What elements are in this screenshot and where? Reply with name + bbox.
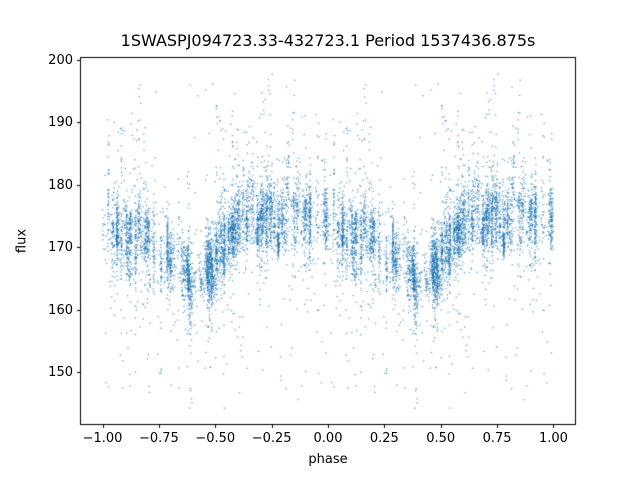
y-tick-label: 160 [48,302,73,318]
x-tick-label: 0.75 [482,431,512,446]
x-tick-label: −1.00 [82,431,123,446]
y-tick-label: 190 [48,115,73,131]
x-tick-label: 0.50 [426,431,456,446]
x-tick-label: 1.00 [538,431,568,446]
x-tick-label: 0.25 [369,431,399,446]
plot-title: 1SWASPJ094723.33-432723.1 Period 1537436… [120,31,536,50]
y-tick-label: 200 [48,53,73,69]
x-tick-label: −0.50 [195,431,236,446]
x-tick-label: −0.75 [138,431,179,446]
x-tick-label: −0.25 [251,431,292,446]
y-tick-label: 170 [48,240,73,256]
y-tick-label: 150 [48,364,73,380]
y-tick-label: 180 [48,177,73,193]
x-axis-label: phase [308,452,348,467]
x-tick-label: 0.00 [313,431,343,446]
